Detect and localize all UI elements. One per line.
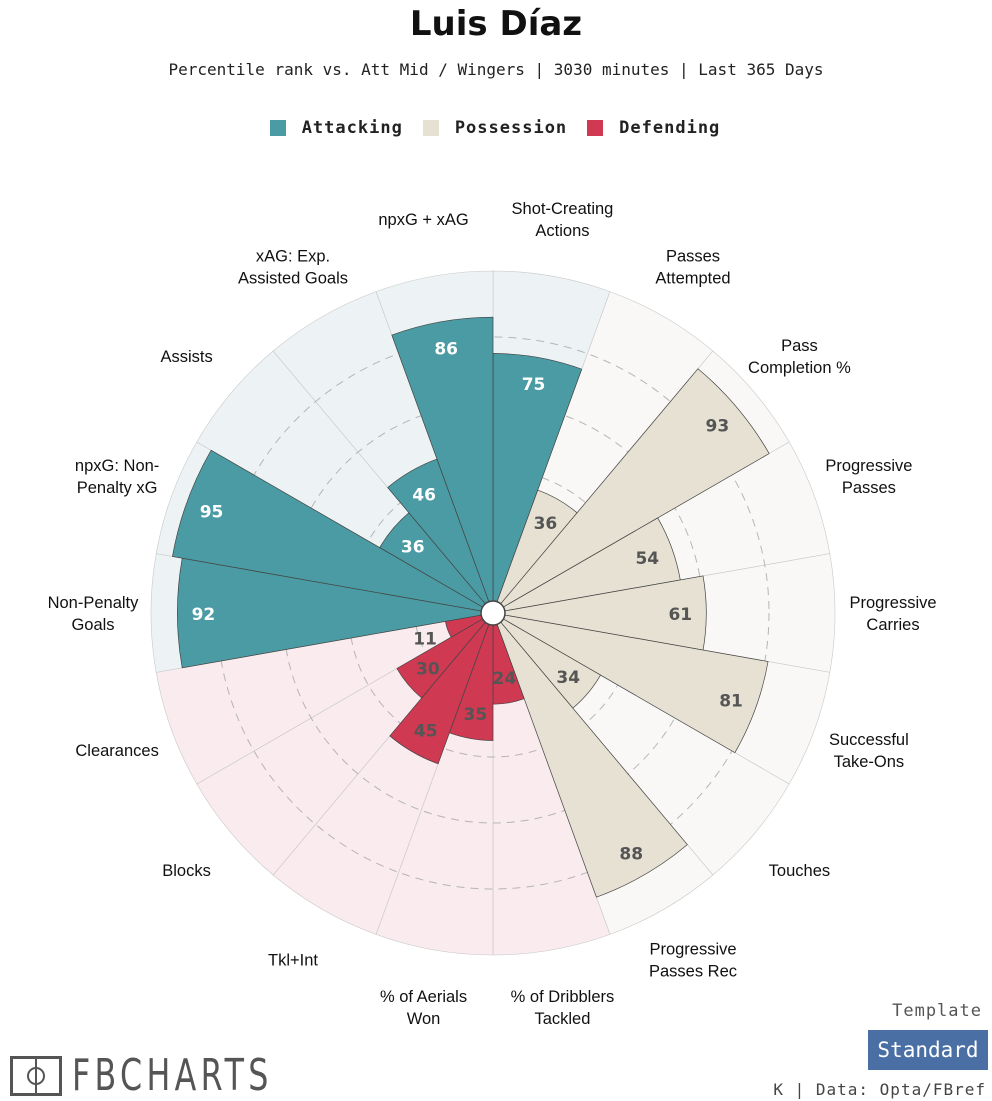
value-label-clearances: 11 [413, 630, 437, 650]
value-label-successful-take-ons: 81 [719, 692, 743, 712]
category-label-npxg-non-penalty-xg: npxG: Non- Penalty xG [75, 457, 159, 497]
category-label-line: Goals [71, 616, 114, 634]
value-label-blocks: 30 [416, 660, 440, 680]
template-button[interactable]: Standard [868, 1030, 988, 1070]
category-label-line: Passes Rec [649, 962, 737, 980]
category-label-tkl-int: Tkl+Int [268, 951, 318, 969]
category-label-line: Blocks [162, 862, 211, 880]
value-label-touches: 34 [556, 668, 580, 688]
category-label-line: npxG: Non- [75, 457, 159, 475]
category-label-shot-creating-actions: Shot-Creating Actions [512, 200, 614, 240]
legend-label-attacking: Attacking [301, 118, 403, 138]
category-label-of-dribblers-tackled: % of Dribblers Tackled [511, 988, 615, 1028]
value-label-passes-attempted: 36 [534, 514, 558, 534]
value-label-shot-creating-actions: 75 [522, 375, 546, 395]
value-label-progressive-carries: 61 [668, 605, 692, 625]
category-label-line: Penalty xG [77, 479, 158, 497]
category-label-line: Progressive [849, 594, 936, 612]
value-label-pass-completion: 93 [706, 417, 730, 437]
value-label-progressive-passes: 54 [635, 549, 659, 569]
value-label-tkl-int: 45 [414, 721, 438, 741]
category-label-non-penalty-goals: Non-Penalty Goals [48, 594, 140, 634]
category-label-line: Successful [829, 731, 909, 749]
value-label-npxg-non-penalty-xg: 95 [200, 503, 224, 523]
category-label-line: Tackled [534, 1010, 590, 1028]
category-label-xag-exp-assisted-goals: xAG: Exp. Assisted Goals [238, 248, 348, 288]
category-label-line: Shot-Creating [512, 200, 614, 218]
value-label-assists: 36 [401, 538, 425, 558]
category-label-line: Assists [160, 348, 212, 366]
category-label-line: % of Dribblers [511, 988, 615, 1006]
legend-item-possession: Possession [422, 118, 568, 138]
category-label-line: Carries [866, 616, 919, 634]
data-credit: K | Data: Opta/FBref [773, 1080, 986, 1099]
category-label-line: xAG: Exp. [256, 248, 330, 266]
legend-item-defending: Defending [587, 118, 720, 138]
category-label-passes-attempted: Passes Attempted [655, 248, 730, 288]
category-label-line: Progressive [649, 940, 736, 958]
category-label-progressive-carries: Progressive Carries [849, 594, 936, 634]
value-label-of-dribblers-tackled: 24 [492, 669, 516, 689]
category-label-assists: Assists [160, 348, 212, 366]
value-label-progressive-passes-rec: 88 [619, 844, 643, 864]
category-label-pass-completion: Pass Completion % [748, 337, 851, 377]
legend-swatch-defending [587, 120, 604, 136]
legend-swatch-attacking [269, 120, 286, 136]
category-label-line: Attempted [655, 270, 730, 288]
category-label-line: Touches [769, 862, 830, 880]
legend: Attacking Possession Defending [0, 118, 992, 138]
category-label-progressive-passes: Progressive Passes [825, 457, 912, 497]
category-label-npxg-xag: npxG + xAG [378, 211, 468, 229]
chart-subtitle: Percentile rank vs. Att Mid / Wingers | … [168, 60, 824, 79]
logo-text: FBCHARTS [72, 1050, 273, 1101]
template-label: Template [892, 1001, 982, 1021]
category-label-successful-take-ons: Successful Take-Ons [829, 731, 909, 771]
category-labels: Shot-Creating Actions Passes Attempted Pass C… [48, 200, 937, 1028]
grid-ring-80 [216, 336, 770, 890]
category-label-line: Completion % [748, 359, 851, 377]
category-label-line: npxG + xAG [378, 211, 468, 229]
value-label-of-aerials-won: 35 [464, 705, 488, 725]
value-label-npxg-xag: 86 [434, 339, 458, 359]
category-label-line: Non-Penalty [48, 594, 140, 612]
legend-label-defending: Defending [619, 118, 721, 138]
category-label-line: Passes [666, 248, 720, 266]
legend-label-possession: Possession [454, 118, 568, 138]
category-label-line: Tkl+Int [268, 951, 318, 969]
category-label-touches: Touches [769, 862, 830, 880]
category-label-line: Take-Ons [834, 753, 905, 771]
fbcharts-logo: FBCHARTS [10, 1050, 351, 1101]
category-label-line: Actions [535, 222, 589, 240]
category-label-clearances: Clearances [75, 742, 158, 760]
center-hub [480, 600, 506, 626]
category-label-line: Passes [842, 479, 896, 497]
legend-item-attacking: Attacking [269, 118, 403, 138]
value-label-non-penalty-goals: 92 [192, 605, 216, 625]
category-label-of-aerials-won: % of Aerials Won [380, 988, 467, 1028]
category-label-line: Pass [781, 337, 818, 355]
category-label-blocks: Blocks [162, 862, 211, 880]
category-label-line: Assisted Goals [238, 270, 348, 288]
bars [172, 316, 770, 898]
pitch-icon [10, 1055, 62, 1096]
legend-swatch-possession [422, 120, 439, 136]
category-label-line: Progressive [825, 457, 912, 475]
chart-title: Luis Díaz [409, 4, 583, 44]
category-label-line: Won [407, 1010, 441, 1028]
category-label-line: Clearances [75, 742, 158, 760]
value-label-xag-exp-assisted-goals: 46 [412, 486, 436, 506]
category-label-line: % of Aerials [380, 988, 467, 1006]
category-label-progressive-passes-rec: Progressive Passes Rec [649, 940, 737, 980]
